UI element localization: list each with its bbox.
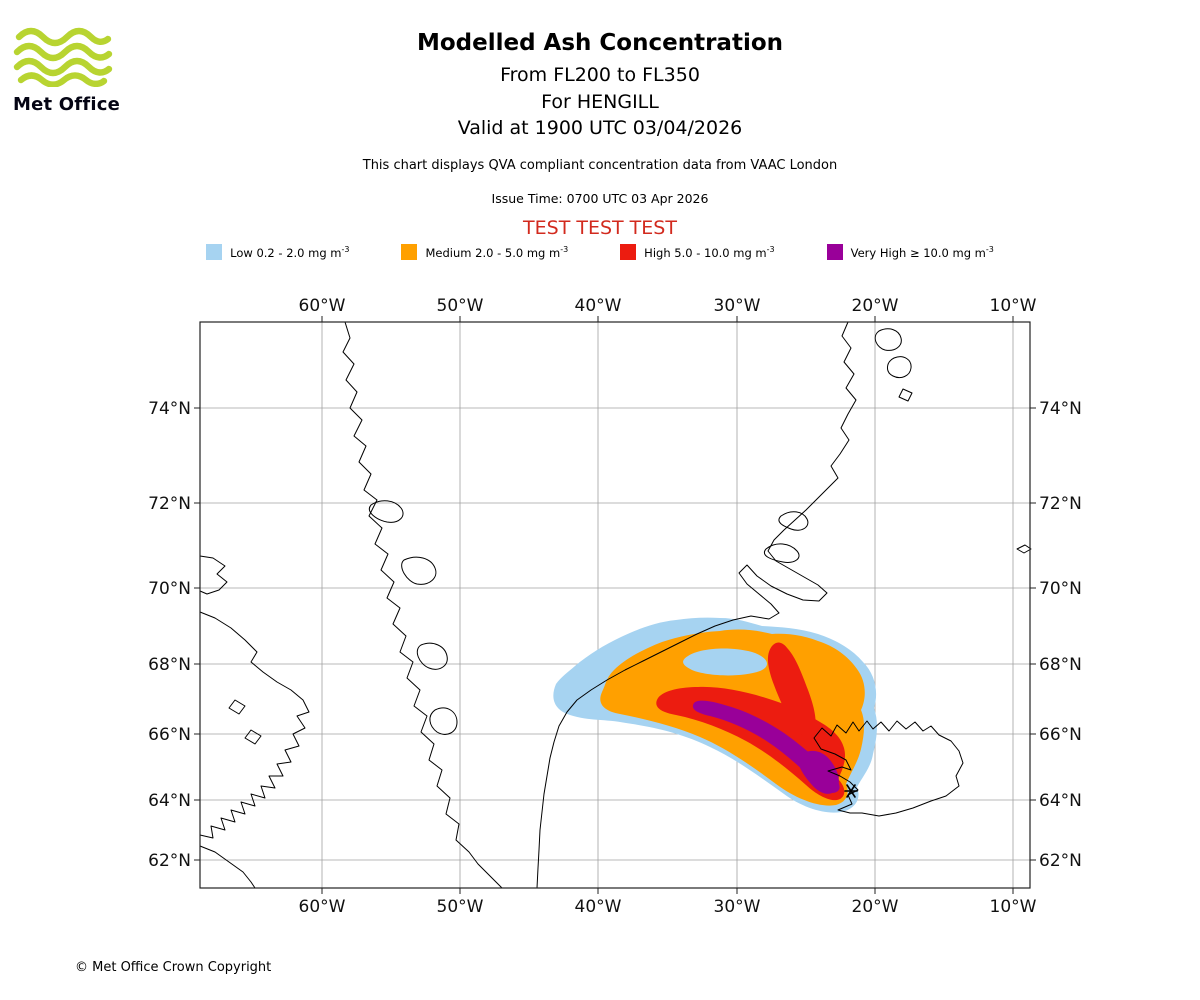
lat-tick-label: 66°N [148, 725, 191, 745]
baffin-island-coast-upper [199, 555, 228, 595]
lat-tick-label: 70°N [1039, 579, 1082, 599]
lat-tick-label: 64°N [148, 791, 191, 811]
ash-plume [553, 617, 877, 813]
greenland-west-fjord-4 [429, 707, 458, 735]
ash-contour-very-high-blob [798, 750, 839, 794]
test-banner: TEST TEST TEST [523, 216, 677, 239]
iceland-coastline [813, 720, 964, 817]
axis-labels: 60°W 50°W 40°W 30°W 20°W 10°W 60°W 50°W … [148, 296, 1082, 917]
lon-tick-label: 10°W [990, 897, 1037, 917]
medium-label: Medium 2.0 - 5.0 mg m-3 [425, 244, 569, 260]
lat-tick-label: 74°N [148, 399, 191, 419]
legend-item-medium: Medium 2.0 - 5.0 mg m-3 [401, 244, 568, 260]
title-block: Modelled Ash Concentration From FL200 to… [0, 30, 1200, 239]
ash-dispersion-map: 60°W 50°W 40°W 30°W 20°W 10°W 60°W 50°W … [148, 296, 1082, 917]
lon-tick-label: 20°W [852, 296, 899, 316]
greenland-west-fjord-1 [369, 500, 404, 523]
baffin-island-coast-lower [199, 845, 256, 889]
axis-ticks [194, 316, 1036, 894]
medium-swatch [401, 244, 418, 260]
lon-tick-label: 60°W [299, 897, 346, 917]
lon-tick-label: 30°W [714, 296, 761, 316]
greenland-west-fjord-2 [401, 556, 437, 585]
baffin-islet-2 [244, 729, 262, 745]
lon-tick-label: 30°W [714, 897, 761, 917]
grid-lines [200, 322, 1030, 888]
very-high-label: Very High ≥ 10.0 mg m-3 [850, 244, 994, 260]
lat-tick-label: 68°N [148, 655, 191, 675]
greenland-west-fjord-3 [416, 642, 448, 670]
low-label: Low 0.2 - 2.0 mg m-3 [230, 244, 350, 260]
low-swatch [206, 244, 223, 260]
copyright-notice: © Met Office Crown Copyright [75, 960, 272, 975]
volcano-marker [844, 784, 858, 798]
ne-greenland-island-2 [887, 356, 912, 379]
lat-tick-label: 72°N [1039, 494, 1082, 514]
lat-tick-label: 72°N [148, 494, 191, 514]
map-frame [199, 321, 1031, 889]
lat-tick-label: 68°N [1039, 655, 1082, 675]
greenland-east-coast [536, 321, 857, 889]
valid-time: Valid at 1900 UTC 03/04/2026 [457, 117, 743, 139]
lat-tick-label: 74°N [1039, 399, 1082, 419]
legend-item-high: High 5.0 - 10.0 mg m-3 [620, 244, 775, 260]
issue-time: Issue Time: 0700 UTC 03 Apr 2026 [491, 190, 709, 206]
lon-tick-label: 50°W [437, 897, 484, 917]
scoresby-fjord-island [764, 543, 800, 563]
scoresby-fjord-island-2 [778, 511, 809, 531]
flight-level-range: From FL200 to FL350 [500, 64, 700, 86]
lon-tick-label: 60°W [299, 296, 346, 316]
jan-mayen-island [1016, 544, 1032, 554]
page-title: Modelled Ash Concentration [416, 30, 784, 56]
greenland-west-coast [342, 321, 503, 889]
met-office-logo: Met Office [13, 27, 143, 115]
lon-tick-label: 20°W [852, 897, 899, 917]
legend-item-low: Low 0.2 - 2.0 mg m-3 [206, 244, 349, 260]
concentration-legend: Low 0.2 - 2.0 mg m-3 Medium 2.0 - 5.0 mg… [0, 244, 1200, 260]
ash-contour-high-streak [767, 642, 816, 737]
lon-tick-label: 40°W [575, 897, 622, 917]
lon-tick-label: 10°W [990, 296, 1037, 316]
lat-tick-label: 70°N [148, 579, 191, 599]
lat-tick-label: 62°N [148, 851, 191, 871]
high-label: High 5.0 - 10.0 mg m-3 [644, 244, 775, 260]
lat-tick-label: 64°N [1039, 791, 1082, 811]
lat-tick-label: 66°N [1039, 725, 1082, 745]
coastlines [199, 321, 1032, 889]
lon-tick-label: 50°W [437, 296, 484, 316]
ne-greenland-island-3 [898, 388, 913, 402]
met-office-logo-text: Met Office [13, 94, 121, 115]
high-swatch [620, 244, 637, 260]
very-high-swatch [826, 244, 843, 260]
lon-tick-label: 40°W [575, 296, 622, 316]
ash-gap-low [683, 648, 767, 676]
volcano-name: For HENGILL [541, 90, 659, 113]
met-office-logo-waves [13, 27, 113, 88]
legend-item-very-high: Very High ≥ 10.0 mg m-3 [826, 244, 994, 260]
ne-greenland-island-1 [874, 328, 902, 351]
lat-tick-label: 62°N [1039, 851, 1082, 871]
baffin-island-coast-main [199, 611, 310, 839]
baffin-islet-1 [228, 699, 246, 715]
compliance-note: This chart displays QVA compliant concen… [362, 157, 838, 173]
